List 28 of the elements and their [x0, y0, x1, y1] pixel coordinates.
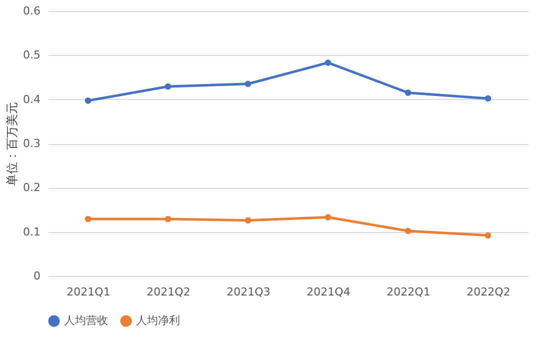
x-tick-label: 2022Q2 — [466, 286, 510, 298]
y-tick-label: 0.5 — [23, 48, 40, 62]
x-tick-label: 2022Q1 — [386, 286, 430, 298]
y-tick-label: 0.6 — [23, 4, 40, 18]
x-tick-label: 2021Q2 — [146, 286, 190, 298]
y-tick-label: 0 — [34, 270, 40, 282]
y-axis-title: 单位：百万美元 — [5, 102, 20, 186]
point — [84, 98, 92, 104]
point — [164, 83, 172, 90]
x-tick-label: 2021Q3 — [226, 286, 270, 298]
point — [324, 60, 332, 66]
point — [324, 214, 332, 220]
point — [244, 217, 252, 224]
y-tick-label: 0.1 — [23, 225, 40, 238]
y-tick-label: 0.4 — [23, 92, 40, 106]
point — [84, 216, 92, 222]
point — [484, 232, 492, 239]
x-tick-label: 2021Q4 — [306, 286, 350, 298]
point — [484, 95, 492, 102]
y-tick-label: 0.2 — [23, 181, 40, 194]
x-tick-label: 2021Q1 — [66, 286, 110, 298]
y-tick-label: 0.3 — [23, 137, 40, 150]
legend-label: 人均净利 — [136, 314, 180, 327]
legend-label: 人均营收 — [64, 314, 108, 327]
point — [404, 228, 412, 234]
point — [164, 216, 172, 222]
point — [404, 90, 412, 96]
point — [244, 80, 252, 88]
